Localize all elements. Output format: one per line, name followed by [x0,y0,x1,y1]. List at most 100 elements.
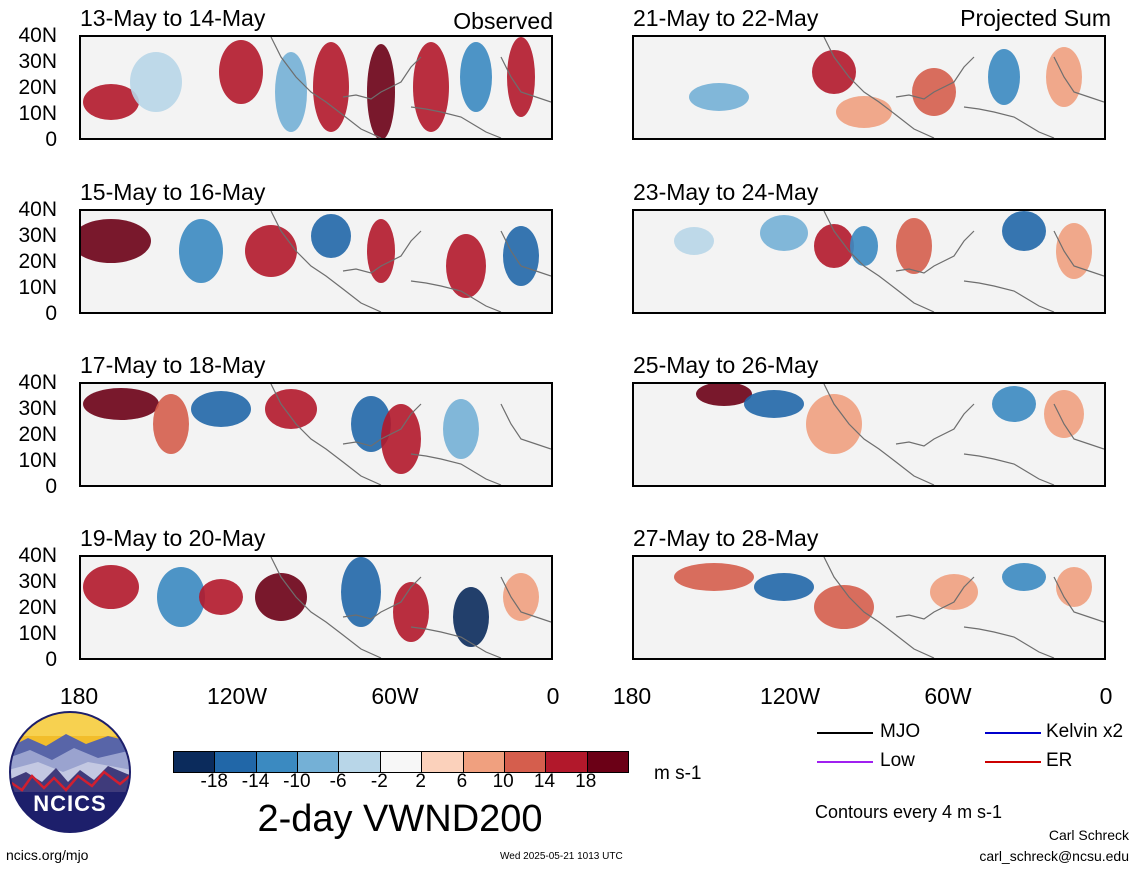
footer-url: ncics.org/mjo [6,847,89,863]
colorbar-tick-label: 2 [415,771,426,792]
wind-anomaly-blob [507,37,535,117]
wind-anomaly-blob [313,42,349,132]
colorbar-tick-label: -10 [283,771,311,792]
map-panel-projected-2 [632,209,1106,314]
wind-anomaly-blob [351,396,391,452]
y-tick-40n: 40N [18,198,57,221]
wind-anomaly-blob [245,225,297,277]
colorbar-tick-label: 6 [456,771,468,792]
wind-anomaly-blob [219,40,263,104]
x-tick-0-left: 0 [546,683,560,709]
wind-anomaly-blob [341,557,381,627]
ncics-logo-graphic [9,711,131,833]
wind-anomaly-blob [836,96,892,128]
colorbar-tick-label: -2 [370,771,388,792]
main-title: 2-day VWND200 [257,798,543,840]
coastline [823,211,1104,312]
wind-anomaly-blob [689,83,749,111]
wind-field [83,557,551,658]
wind-anomaly-blob [674,227,714,255]
y-tick-20n: 20N [18,596,57,619]
colorbar-swatch [339,752,381,772]
wind-field [81,211,551,312]
wind-anomaly-blob [930,574,978,610]
y-tick-0: 0 [45,475,57,498]
wind-field [83,384,551,485]
wind-anomaly-blob [153,394,189,454]
y-tick-10n: 10N [18,449,57,472]
wind-anomaly-blob [367,44,395,138]
y-tick-40n: 40N [18,371,57,394]
x-tick-60w-left: 60W [371,683,419,709]
wind-anomaly-blob [446,234,486,298]
wind-anomaly-blob [83,388,159,420]
wind-anomaly-blob [443,399,479,459]
colorbar-swatch [463,752,505,772]
colorbar-swatch [298,752,340,772]
legend-line-low [817,761,873,763]
colorbar-tick-label: -18 [200,771,228,792]
map-panel-projected-3 [632,382,1106,487]
wind-anomaly-blob [503,226,539,286]
wind-anomaly-blob [744,390,804,418]
wind-anomaly-blob [460,42,492,112]
y-tick-30n: 30N [18,224,57,247]
colorbar-tick-label: 18 [575,771,597,792]
coastline [823,384,1104,485]
map-panel-observed-4 [79,555,553,660]
panel-title-8: 27-May to 28-May [633,525,819,551]
y-tick-10n: 10N [18,102,57,125]
wind-anomaly-blob [1002,211,1046,251]
wind-anomaly-blob [850,226,878,266]
wind-anomaly-blob [83,565,139,609]
wind-anomaly-blob [393,582,429,642]
ncics-logo: NCICS [8,710,132,834]
coastline [270,211,551,312]
panel-title-1: 13-May to 14-May [80,5,266,31]
wind-anomaly-blob [1002,563,1046,591]
wind-anomaly-blob [814,224,854,268]
wind-anomaly-blob [413,42,449,132]
wind-anomaly-blob [814,585,874,629]
wind-field [689,37,1104,138]
coastline [823,37,1104,138]
wind-anomaly-blob [503,573,539,621]
wind-anomaly-blob [453,587,489,647]
panel-title-3: 15-May to 16-May [80,179,266,205]
y-tick-20n: 20N [18,250,57,273]
map-panel-observed-2 [79,209,553,314]
wind-anomaly-blob [896,218,932,274]
wind-field [696,384,1104,485]
wind-field [674,557,1104,658]
coastline [270,384,551,485]
colorbar [173,751,629,773]
colorbar-swatch [256,752,299,772]
y-tick-0: 0 [45,302,57,325]
legend-line-mjo [817,732,873,734]
legend-label-kelvin: Kelvin x2 [1046,721,1124,742]
wind-anomaly-blob [83,84,139,120]
wind-anomaly-blob [191,391,251,427]
wind-anomaly-blob [806,394,862,454]
wind-anomaly-blob [696,384,752,406]
wind-anomaly-blob [760,215,808,251]
colorbar-swatch [215,752,257,772]
map-panel-observed-1 [79,35,553,140]
y-tick-10n: 10N [18,622,57,645]
panel-title-4: 23-May to 24-May [633,179,819,205]
x-tick-180-left: 180 [59,683,99,709]
colorbar-tick-label: 10 [492,771,514,792]
footer-author: Carl Schreck [1048,827,1129,843]
y-tick-40n: 40N [18,544,57,567]
contour-note: Contours every 4 m s-1 [815,802,1003,822]
wind-anomaly-blob [265,389,317,429]
colorbar-swatch [174,752,216,772]
y-tick-0: 0 [45,128,57,151]
y-tick-30n: 30N [18,397,57,420]
wind-anomaly-blob [130,52,182,112]
x-tick-180-right: 180 [612,683,652,709]
wind-anomaly-blob [812,50,856,94]
colorbar-swatch [422,752,464,772]
y-tick-20n: 20N [18,423,57,446]
footer-email: carl_schreck@ncsu.edu [979,848,1129,864]
